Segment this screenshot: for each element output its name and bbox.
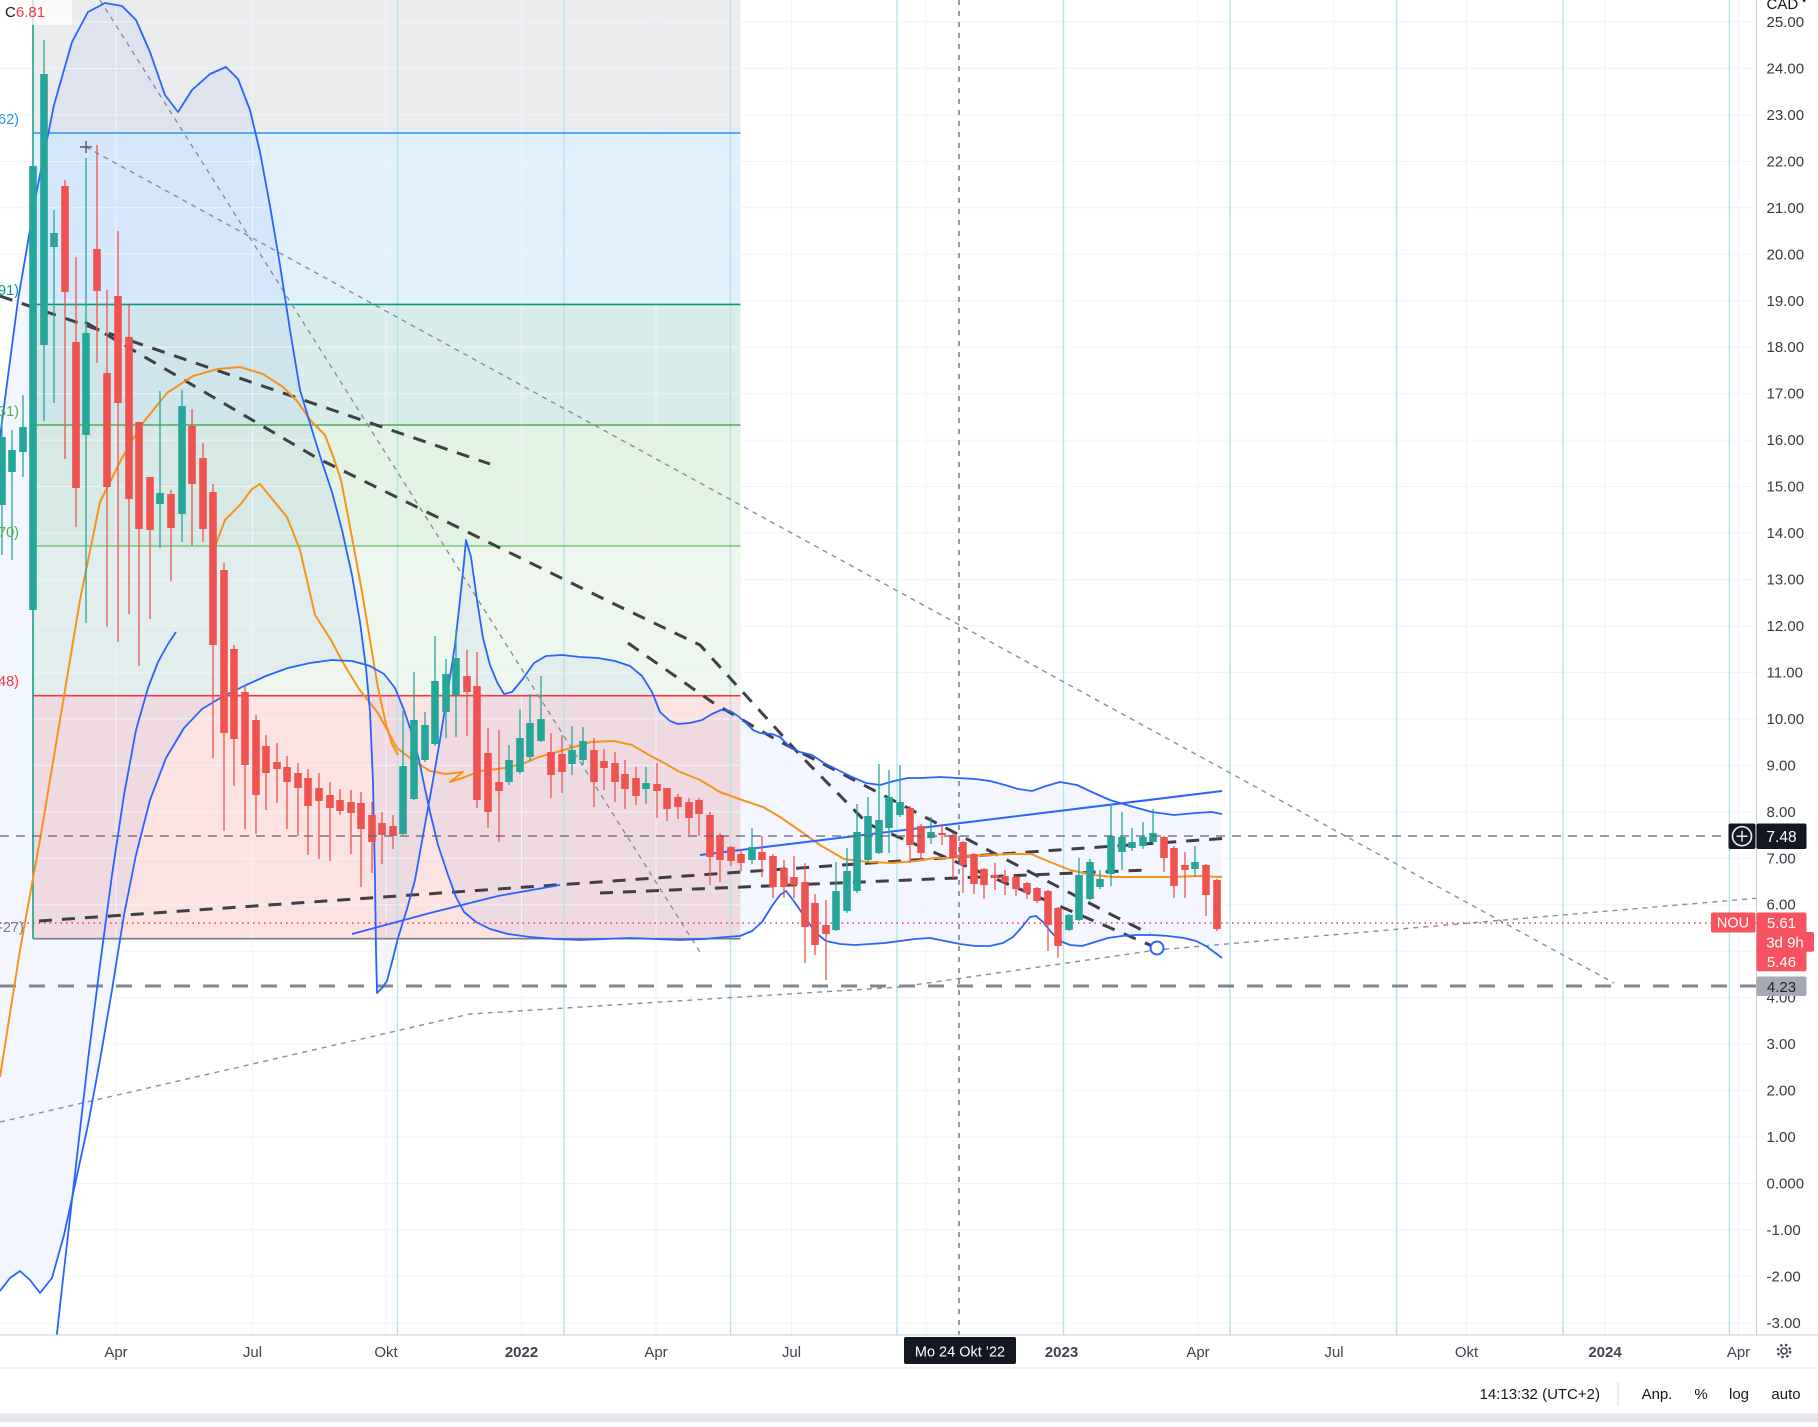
svg-text:12.00: 12.00 — [1767, 618, 1805, 635]
svg-text:2024: 2024 — [1588, 1344, 1622, 1361]
svg-text:2.00: 2.00 — [1767, 1083, 1796, 1100]
svg-text:Apr: Apr — [104, 1344, 127, 1361]
svg-text:6.00: 6.00 — [1767, 897, 1796, 914]
svg-text:Mo 24 Okt ’22: Mo 24 Okt ’22 — [915, 1345, 1005, 1361]
svg-text:Okt: Okt — [1455, 1344, 1479, 1361]
svg-text:4.23: 4.23 — [1767, 979, 1796, 996]
svg-text:31): 31) — [0, 404, 19, 420]
svg-text:CAD •: CAD • — [1767, 0, 1807, 13]
svg-text:13.00: 13.00 — [1767, 572, 1805, 589]
svg-text:-1.00: -1.00 — [1767, 1222, 1801, 1239]
svg-text:16.00: 16.00 — [1767, 432, 1805, 449]
svg-text:Apr: Apr — [1727, 1344, 1750, 1361]
svg-text:Anp.: Anp. — [1642, 1386, 1673, 1403]
svg-text:%: % — [1694, 1386, 1707, 1403]
svg-text:8.00: 8.00 — [1767, 804, 1796, 821]
svg-text:3.00: 3.00 — [1767, 1036, 1796, 1053]
svg-text:5.46: 5.46 — [1767, 954, 1796, 971]
svg-text:Apr: Apr — [644, 1344, 667, 1361]
svg-text:Okt: Okt — [374, 1344, 398, 1361]
svg-text:22.00: 22.00 — [1767, 153, 1805, 170]
svg-text:15.00: 15.00 — [1767, 479, 1805, 496]
svg-text:10.00: 10.00 — [1767, 711, 1805, 728]
svg-text:Jul: Jul — [782, 1344, 801, 1361]
svg-text:-2.00: -2.00 — [1767, 1268, 1801, 1285]
svg-text:18.00: 18.00 — [1767, 339, 1805, 356]
svg-text:auto: auto — [1771, 1386, 1800, 1403]
svg-text:1.00: 1.00 — [1767, 1129, 1796, 1146]
svg-text:9.00: 9.00 — [1767, 757, 1796, 774]
svg-text:3d 9h: 3d 9h — [1766, 935, 1804, 952]
svg-text:19.00: 19.00 — [1767, 293, 1805, 310]
svg-text:23.00: 23.00 — [1767, 107, 1805, 124]
svg-text:14.00: 14.00 — [1767, 525, 1805, 542]
svg-text:7.00: 7.00 — [1767, 850, 1796, 867]
svg-text:-27): -27) — [0, 920, 24, 936]
svg-text:11.00: 11.00 — [1767, 664, 1803, 681]
svg-text:5.61: 5.61 — [1767, 915, 1796, 932]
svg-text:Jul: Jul — [243, 1344, 262, 1361]
svg-text:24.00: 24.00 — [1767, 61, 1805, 78]
svg-text:91): 91) — [0, 283, 19, 299]
svg-text:Jul: Jul — [1324, 1344, 1343, 1361]
svg-text:20.00: 20.00 — [1767, 246, 1805, 263]
svg-text:70): 70) — [0, 525, 19, 541]
svg-text:Apr: Apr — [1186, 1344, 1209, 1361]
svg-text:log: log — [1729, 1386, 1749, 1403]
svg-text:0.000: 0.000 — [1767, 1176, 1805, 1193]
svg-text:7.48: 7.48 — [1766, 829, 1796, 846]
svg-text:14:13:32 (UTC+2): 14:13:32 (UTC+2) — [1480, 1386, 1600, 1403]
svg-text:NOU: NOU — [1717, 916, 1749, 932]
svg-text:25.00: 25.00 — [1767, 14, 1805, 31]
svg-text:-3.00: -3.00 — [1767, 1315, 1801, 1332]
svg-text:17.00: 17.00 — [1767, 386, 1805, 403]
svg-text:62): 62) — [0, 112, 19, 128]
svg-text:48): 48) — [0, 674, 19, 690]
svg-text:2023: 2023 — [1045, 1344, 1078, 1361]
svg-text:21.00: 21.00 — [1767, 200, 1805, 217]
svg-text:C6.81: C6.81 — [5, 4, 45, 21]
svg-text:2022: 2022 — [505, 1344, 538, 1361]
